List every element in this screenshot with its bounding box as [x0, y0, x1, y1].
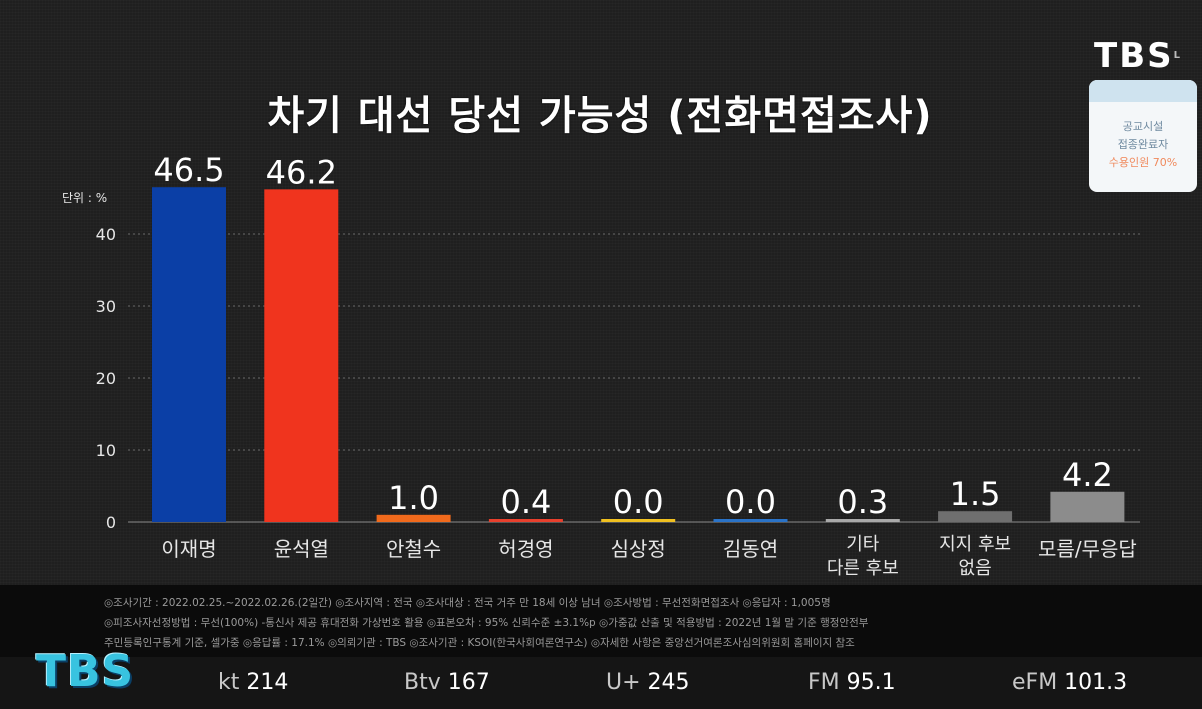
survey-note-line-1: ◎조사기간 : 2022.02.25.~2022.02.26.(2일간) ◎조사… [104, 597, 831, 609]
channel-btv-name: Btv [404, 670, 441, 695]
category-label-line: 지지 후보 [939, 534, 1011, 555]
data-label: 0.3 [837, 483, 888, 521]
channel-bar [0, 657, 1202, 709]
unit-label: 단위 : % [62, 191, 107, 205]
channel-fm: FM 95.1 [808, 668, 896, 698]
data-label: 0.0 [725, 483, 776, 521]
channel-efm: eFM 101.3 [1012, 668, 1127, 698]
category-label-line: 윤석열 [274, 537, 329, 561]
channel-btv: Btv 167 [404, 668, 490, 698]
badge-line-3: 수용인원 70% [1108, 156, 1178, 169]
y-tick-label: 40 [96, 225, 116, 244]
data-label: 46.2 [266, 153, 337, 191]
y-tick-label: 10 [96, 441, 116, 460]
chart-title: 차기 대선 당선 가능성 (전화면접조사) [267, 93, 933, 139]
category-label-line: 기타 [846, 534, 880, 555]
bar [713, 519, 788, 522]
category-label: 안철수 [386, 537, 441, 561]
data-label: 4.2 [1062, 456, 1113, 494]
channel-uplus-number: 245 [647, 670, 690, 695]
data-label: 0.0 [613, 483, 664, 521]
category-label: 심상정 [611, 537, 666, 561]
category-label: 이재명 [161, 537, 216, 561]
category-label-line: 이재명 [161, 537, 216, 561]
y-tick-label: 30 [96, 297, 116, 316]
category-label: 모름/무응답 [1038, 537, 1137, 561]
channel-btv-number: 167 [447, 670, 490, 695]
channel-kt-number: 214 [246, 670, 289, 695]
tbs-logo-text: TBS [1094, 36, 1174, 76]
survey-note-line-3: 주민등록인구통계 기준, 셀가중 ◎응답률 : 17.1% ◎의뢰기관 : TB… [104, 637, 855, 649]
channel-fm-name: FM [808, 670, 840, 695]
badge-band [1089, 80, 1197, 102]
channel-uplus-name: U+ [606, 670, 641, 695]
category-label-line: 허경영 [498, 537, 553, 561]
tbs-logo-sup: L [1173, 50, 1180, 61]
category-label-line: 김동연 [723, 537, 778, 561]
bar-chart: 단위 : % 0 10 20 30 40 46.5 이재명 46.2 윤석열 1.0 안철수 0.4 허경… [62, 151, 1140, 579]
category-label-line: 심상정 [611, 537, 666, 561]
tbs-logo-top: TBSL [1094, 36, 1194, 76]
data-label: 46.5 [153, 151, 224, 189]
bar [1050, 491, 1125, 522]
category-label: 윤석열 [274, 537, 329, 561]
badge-line-1: 공교시설 [1122, 120, 1164, 133]
category-label-line: 모름/무응답 [1038, 537, 1137, 561]
category-label-line: 없음 [959, 558, 992, 579]
bar [264, 189, 339, 523]
bar [601, 519, 676, 522]
survey-notes: ◎조사기간 : 2022.02.25.~2022.02.26.(2일간) ◎조사… [0, 585, 1202, 657]
channel-kt-name: kt [218, 670, 240, 695]
tbs-logo-bottom: TBS [36, 646, 135, 697]
category-label: 김동연 [723, 537, 778, 561]
bar [152, 187, 226, 522]
bar [488, 519, 563, 522]
channel-kt: kt 214 [218, 668, 288, 698]
data-label: 0.4 [500, 483, 551, 521]
survey-note-line-2: ◎피조사자선정방법 : 무선(100%) -통신사 제공 휴대전화 가상번호 활… [104, 617, 869, 629]
channel-efm-name: eFM [1012, 670, 1058, 695]
y-tick-label: 0 [106, 513, 116, 532]
bar [938, 511, 1013, 522]
bar [376, 514, 451, 522]
data-label: 1.5 [950, 475, 1001, 513]
channel-efm-number: 101.3 [1064, 670, 1128, 695]
vaccination-badge: 공교시설 접종완료자 수용인원 70% [1089, 80, 1197, 192]
bar [825, 519, 900, 522]
category-label: 허경영 [498, 537, 553, 561]
badge-line-2: 접종완료자 [1117, 138, 1169, 151]
category-label-line: 다른 후보 [827, 558, 899, 579]
channel-uplus: U+ 245 [606, 668, 690, 698]
channel-fm-number: 95.1 [846, 670, 896, 695]
y-tick-label: 20 [96, 369, 116, 388]
category-label-line: 안철수 [386, 537, 441, 561]
data-label: 1.0 [388, 479, 439, 517]
